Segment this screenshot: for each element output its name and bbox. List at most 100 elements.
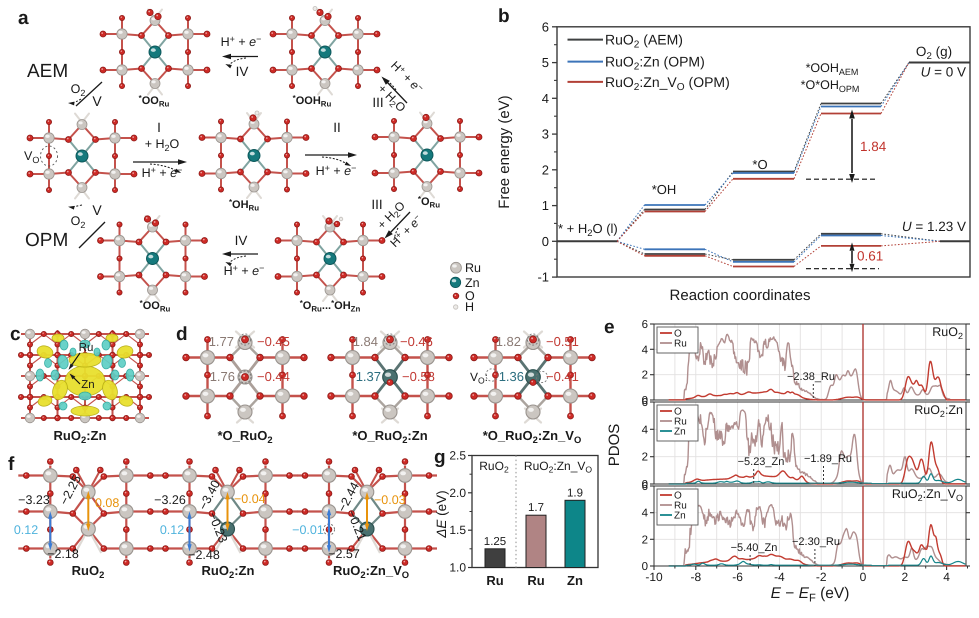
svg-text:Ru: Ru bbox=[465, 261, 481, 275]
svg-text:RuO2​: RuO2​ bbox=[72, 563, 105, 580]
svg-text:−0.04: −0.04 bbox=[234, 492, 266, 506]
svg-text:-4: -4 bbox=[774, 570, 785, 584]
svg-text:*​OORu​: *​OORu​ bbox=[139, 94, 170, 109]
svg-text:-1: -1 bbox=[537, 270, 549, 285]
svg-text:I: I bbox=[157, 120, 161, 135]
svg-text:a: a bbox=[18, 8, 29, 29]
svg-text:b: b bbox=[498, 6, 510, 27]
svg-text:1.82: 1.82 bbox=[496, 334, 521, 349]
svg-text:−0.58: −0.58 bbox=[402, 369, 435, 384]
svg-text:*O: *O bbox=[752, 157, 767, 172]
svg-text:f: f bbox=[8, 454, 15, 475]
svg-text:−3.26: −3.26 bbox=[154, 493, 186, 507]
svg-text:−3.23: −3.23 bbox=[18, 493, 50, 507]
svg-text:H+​ + e−​: H+​ + e−​ bbox=[316, 163, 357, 178]
svg-text:IV: IV bbox=[236, 64, 249, 79]
svg-text:−0.01: −0.01 bbox=[292, 523, 324, 537]
svg-text:1: 1 bbox=[542, 198, 549, 213]
svg-text:6: 6 bbox=[542, 19, 549, 34]
svg-text:4: 4 bbox=[642, 508, 649, 520]
svg-text:1.0: 1.0 bbox=[449, 561, 466, 575]
svg-text:*OH: *OH bbox=[652, 182, 677, 197]
svg-text:6: 6 bbox=[642, 319, 648, 331]
svg-text:−0.41: −0.41 bbox=[546, 369, 579, 384]
svg-text:4: 4 bbox=[642, 344, 649, 356]
svg-text:1.84: 1.84 bbox=[353, 334, 378, 349]
svg-text:−2.18: −2.18 bbox=[47, 547, 79, 561]
svg-text:H+​ + e−​: H+​ + e−​ bbox=[142, 165, 183, 180]
svg-text:RuO2​:Zn_VO​: RuO2​:Zn_VO​ bbox=[892, 487, 963, 503]
svg-text:Ru: Ru bbox=[79, 342, 94, 354]
svg-text:* + H2​O (l): * + H2​O (l) bbox=[558, 221, 618, 238]
svg-text:O: O bbox=[465, 289, 475, 303]
svg-text:g: g bbox=[434, 447, 446, 468]
svg-text:Zn: Zn bbox=[674, 511, 686, 522]
svg-text:Zn: Zn bbox=[567, 573, 583, 588]
svg-text:V: V bbox=[92, 202, 102, 218]
svg-text:0.12: 0.12 bbox=[160, 523, 184, 537]
svg-text:RuO2​:Zn_VO​: RuO2​:Zn_VO​ bbox=[524, 459, 592, 475]
svg-text:VO​:: VO​: bbox=[470, 370, 488, 386]
svg-text:2: 2 bbox=[642, 534, 648, 546]
svg-text:1.7: 1.7 bbox=[528, 502, 544, 514]
svg-text:Reaction coordinates: Reaction coordinates bbox=[670, 287, 811, 304]
svg-text:Ru: Ru bbox=[527, 573, 544, 588]
svg-text:−2.57: −2.57 bbox=[328, 547, 360, 561]
svg-text:2: 2 bbox=[642, 370, 648, 382]
svg-text:−0.46: −0.46 bbox=[400, 334, 433, 349]
svg-text:6: 6 bbox=[642, 397, 648, 409]
svg-text:-2: -2 bbox=[816, 570, 827, 584]
svg-text:1.84: 1.84 bbox=[860, 139, 887, 154]
svg-text:-8: -8 bbox=[690, 570, 701, 584]
svg-text:1.77: 1.77 bbox=[209, 334, 234, 349]
svg-text:Ru: Ru bbox=[674, 417, 687, 428]
svg-text:0: 0 bbox=[642, 395, 648, 407]
svg-text:*O_RuO2​:Zn: *O_RuO2​:Zn bbox=[352, 428, 427, 445]
svg-text:O2​: O2​ bbox=[71, 214, 86, 230]
svg-text:c: c bbox=[10, 324, 21, 345]
svg-text:−0.45: −0.45 bbox=[257, 334, 290, 349]
svg-text:2.0: 2.0 bbox=[449, 486, 466, 500]
svg-text:U = 1.23 V: U = 1.23 V bbox=[902, 219, 966, 234]
svg-text:Ru: Ru bbox=[674, 339, 687, 350]
svg-text:0: 0 bbox=[642, 479, 648, 491]
svg-text:RuO2​:Zn_VO​ (OPM): RuO2​:Zn_VO​ (OPM) bbox=[605, 74, 730, 93]
svg-text:−2.38_Ru: −2.38_Ru bbox=[787, 371, 835, 383]
svg-text:H+​ + e−​: H+​ + e−​ bbox=[224, 263, 265, 278]
svg-text:RuO2​ (AEM): RuO2​ (AEM) bbox=[605, 32, 683, 51]
svg-text:0: 0 bbox=[642, 561, 648, 573]
svg-text:*O*OHOPM​: *O*OHOPM​ bbox=[801, 78, 860, 94]
svg-text:2: 2 bbox=[542, 162, 549, 177]
svg-text:*​OOHRu​: *​OOHRu​ bbox=[293, 94, 332, 109]
svg-text:1.37: 1.37 bbox=[356, 369, 381, 384]
svg-text:ΔE (eV): ΔE (eV) bbox=[434, 490, 449, 538]
svg-text:OPM: OPM bbox=[25, 230, 68, 251]
svg-text:−2.30_Ru: −2.30_Ru bbox=[792, 536, 840, 548]
svg-text:RuO2​: RuO2​ bbox=[932, 325, 963, 341]
svg-text:4: 4 bbox=[943, 570, 950, 584]
svg-text:II: II bbox=[333, 120, 341, 135]
svg-text:Ru: Ru bbox=[674, 501, 687, 512]
svg-text:H: H bbox=[465, 300, 474, 314]
svg-text:*O_RuO2​:Zn_VO​: *O_RuO2​:Zn_VO​ bbox=[483, 428, 581, 445]
svg-text:III: III bbox=[371, 197, 382, 212]
svg-text:−2.48: −2.48 bbox=[188, 548, 220, 562]
svg-text:-6: -6 bbox=[732, 570, 743, 584]
svg-text:−5.40_Zn: −5.40_Zn bbox=[731, 542, 778, 554]
svg-text:AEM: AEM bbox=[27, 61, 68, 82]
svg-text:V: V bbox=[92, 93, 102, 109]
svg-text:4: 4 bbox=[542, 91, 549, 106]
svg-text:1.76: 1.76 bbox=[210, 369, 235, 384]
svg-text:−5.23_Zn: −5.23_Zn bbox=[738, 456, 785, 468]
svg-text:E − EF​ (eV): E − EF​ (eV) bbox=[771, 585, 850, 604]
svg-text:−0.44: −0.44 bbox=[257, 369, 290, 384]
svg-text:O2​: O2​ bbox=[71, 82, 86, 98]
svg-text:5: 5 bbox=[542, 55, 549, 70]
svg-text:RuO2​:Zn: RuO2​:Zn bbox=[202, 563, 255, 580]
svg-text:VO​: VO​ bbox=[24, 149, 39, 165]
svg-text:III: III bbox=[372, 95, 383, 110]
svg-text:*​ORu​: *​ORu​ bbox=[418, 195, 440, 210]
svg-text:O: O bbox=[674, 329, 682, 340]
svg-text:−3.40: −3.40 bbox=[196, 478, 223, 513]
svg-text:RuO2​:Zn: RuO2​:Zn bbox=[914, 403, 963, 419]
